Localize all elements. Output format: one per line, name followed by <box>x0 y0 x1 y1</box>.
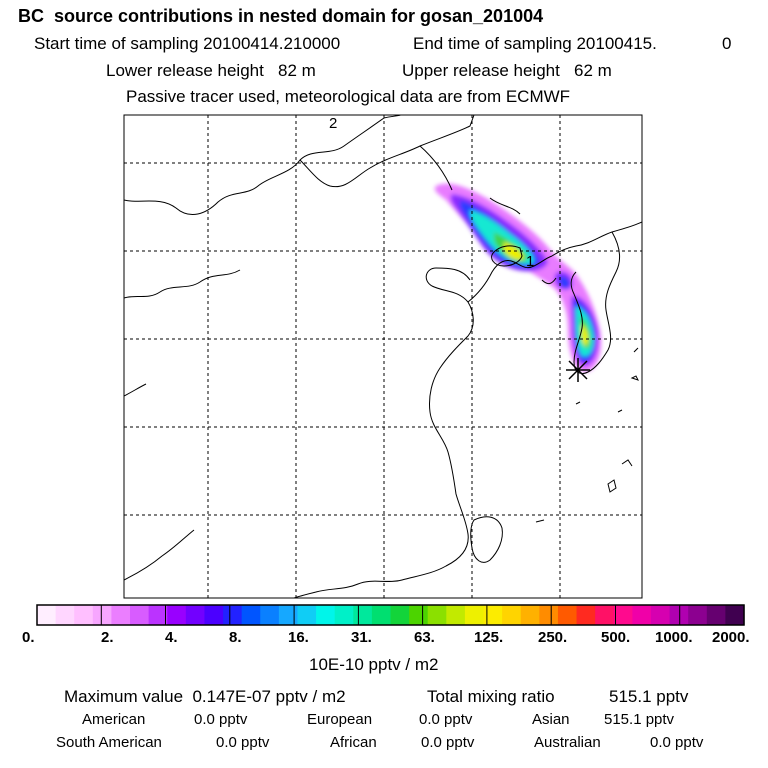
colorbar-swatch <box>204 605 224 625</box>
source-american-value: 0.0 pptv <box>194 711 248 728</box>
colorbar-swatch <box>502 605 522 625</box>
colorbar-tick-2: 4. <box>165 629 178 646</box>
colorbar-swatch <box>557 605 578 625</box>
colorbar-swatch <box>185 605 206 625</box>
colorbar-swatch <box>278 605 299 625</box>
source-south-american-label: South American <box>56 734 162 751</box>
colorbar-swatch <box>520 605 540 625</box>
source-european-value: 0.0 pptv <box>419 711 473 728</box>
colorbar-tick-9: 500. <box>601 629 631 646</box>
colorbar-swatch <box>650 605 671 625</box>
colorbar-swatch <box>483 605 503 625</box>
colorbar-swatch <box>390 605 410 625</box>
receptor-marker <box>566 358 590 382</box>
colorbar-swatch <box>353 605 373 625</box>
colorbar-swatch <box>260 605 280 625</box>
colorbar-swatch <box>539 605 559 625</box>
source-australian-label: Australian <box>534 734 601 751</box>
colorbar-tick-7: 125. <box>474 629 504 646</box>
colorbar-swatch <box>446 605 466 625</box>
colorbar-swatch <box>595 605 615 625</box>
colorbar-swatch <box>632 605 652 625</box>
total-mixing-label: Total mixing ratio <box>427 687 555 706</box>
tracer-note: Passive tracer used, meteorological data… <box>126 87 571 106</box>
colorbar-swatch <box>371 605 392 625</box>
colorbar-swatch <box>37 605 57 625</box>
colorbar-swatch <box>427 605 447 625</box>
colorbar-swatch <box>74 605 94 625</box>
coastlines <box>124 115 642 598</box>
total-mixing-value: 515.1 pptv <box>609 687 689 706</box>
colorbar-swatch <box>464 605 485 625</box>
colorbar-tick-1: 2. <box>101 629 114 646</box>
colorbar-tick-6: 63. <box>414 629 435 646</box>
colorbar-tick-4: 16. <box>288 629 309 646</box>
colorbar-tick-3: 8. <box>229 629 242 646</box>
colorbar-tick-0: 0. <box>22 629 35 646</box>
colorbar-tick-8: 250. <box>538 629 568 646</box>
colorbar-tick-11: 2000. <box>712 629 750 646</box>
grid-label: 2 <box>329 115 337 132</box>
source-african-value: 0.0 pptv <box>421 734 475 751</box>
lower-release-height: Lower release height 82 m <box>106 61 316 80</box>
map-frame <box>123 114 643 599</box>
colorbar-swatch <box>688 605 708 625</box>
colorbar-swatch <box>130 605 150 625</box>
colorbar-swatch <box>409 605 429 625</box>
colorbar <box>37 605 745 625</box>
start-time-label: Start time of sampling 20100414.210000 <box>34 34 341 53</box>
colorbar-swatch <box>92 605 113 625</box>
colorbar-swatch <box>297 605 317 625</box>
source-asian-value: 515.1 pptv <box>604 711 675 728</box>
colorbar-units: 10E-10 pptv / m2 <box>309 655 439 674</box>
figure-title: BC source contributions in nested domain… <box>18 6 544 26</box>
colorbar-swatch <box>613 605 633 625</box>
source-asian-label: Asian <box>532 711 570 728</box>
colorbar-tick-10: 1000. <box>655 629 693 646</box>
colorbar-swatch <box>316 605 336 625</box>
graticule <box>124 115 642 598</box>
source-european-label: European <box>307 711 373 728</box>
colorbar-swatch <box>725 605 745 625</box>
colorbar-swatch <box>669 605 689 625</box>
colorbar-frame <box>36 604 745 626</box>
source-south-american-value: 0.0 pptv <box>216 734 270 751</box>
upper-release-height: Upper release height 62 m <box>402 61 612 80</box>
colorbar-swatch <box>223 605 243 625</box>
colorbar-swatch <box>111 605 131 625</box>
colorbar-swatch <box>706 605 726 625</box>
colorbar-swatch <box>576 605 596 625</box>
colorbar-tick-5: 31. <box>351 629 372 646</box>
colorbar-swatch <box>167 605 187 625</box>
source-australian-value: 0.0 pptv <box>650 734 704 751</box>
end-time-label: End time of sampling 20100415. <box>413 34 657 53</box>
plume-yellow <box>504 242 589 346</box>
source-american-label: American <box>82 711 146 728</box>
colorbar-swatch <box>148 605 168 625</box>
colorbar-swatch <box>55 605 75 625</box>
colorbar-swatch <box>334 605 354 625</box>
release-marker-label: 1 <box>526 253 534 270</box>
colorbar-swatch <box>241 605 261 625</box>
end-time-value: 0 <box>722 34 732 53</box>
max-value: Maximum value 0.147E-07 pptv / m2 <box>64 687 346 706</box>
source-african-label: African <box>330 734 377 751</box>
